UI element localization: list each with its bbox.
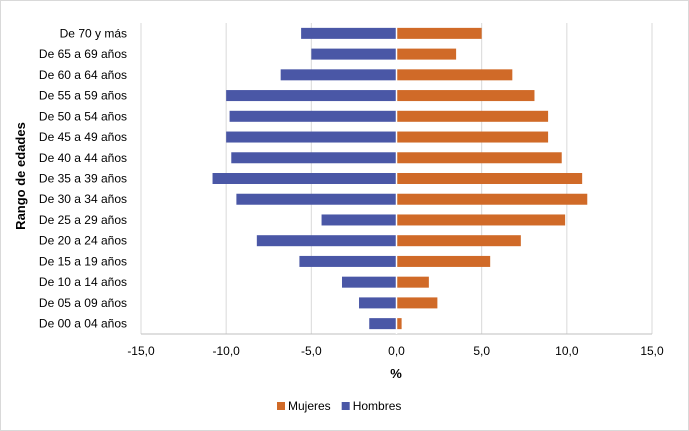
x-tick-label: -10,0 — [212, 344, 240, 358]
category-labels: De 70 y más De 65 a 69 años De 60 a 64 año… — [39, 26, 127, 330]
category-label: De 30 a 34 años — [39, 192, 127, 206]
x-axis-title: % — [390, 366, 402, 381]
x-tick-label: 5,0 — [473, 344, 490, 358]
bar-hombres — [212, 173, 397, 184]
bar-mujeres — [396, 193, 588, 205]
bar-mujeres — [396, 276, 429, 288]
category-label: De 50 a 54 años — [39, 109, 127, 123]
category-label: De 65 a 69 años — [39, 47, 127, 61]
bar-hombres — [226, 90, 397, 102]
bar-hombres — [229, 110, 397, 122]
category-label: De 35 a 39 años — [39, 172, 127, 186]
x-tick-label: -5,0 — [301, 344, 322, 358]
bar-mujeres — [396, 173, 583, 184]
bar-mujeres — [396, 110, 549, 122]
bars — [212, 23, 588, 334]
bar-mujeres — [396, 297, 438, 309]
legend-swatch-hombres — [341, 402, 350, 410]
bar-mujeres — [396, 152, 562, 164]
bar-mujeres — [396, 131, 549, 143]
bar-hombres — [369, 318, 397, 330]
bar-hombres — [226, 131, 397, 143]
bar-mujeres — [396, 69, 513, 81]
legend-label-hombres: Hombres — [353, 399, 402, 413]
bar-mujeres — [396, 27, 482, 39]
bar-hombres — [256, 235, 397, 247]
bar-hombres — [311, 48, 397, 60]
legend-label-mujeres: Mujeres — [288, 399, 331, 413]
bar-hombres — [236, 193, 397, 205]
y-axis-title: Rango de edades — [13, 122, 28, 230]
category-label: De 70 y más — [60, 26, 127, 40]
bar-hombres — [299, 255, 397, 267]
bar-mujeres — [396, 255, 491, 267]
bar-hombres — [321, 214, 397, 226]
category-label: De 10 a 14 años — [39, 275, 127, 289]
category-label: De 45 a 49 años — [39, 130, 127, 144]
bar-mujeres — [396, 318, 402, 330]
category-label: De 20 a 24 años — [39, 234, 127, 248]
x-tick-label: -15,0 — [127, 344, 155, 358]
x-tick-label: 15,0 — [640, 344, 664, 358]
x-tick-label: 0,0 — [388, 344, 405, 358]
category-label: De 15 a 19 años — [39, 254, 127, 268]
bar-mujeres — [396, 214, 566, 226]
category-label: De 00 a 04 años — [39, 317, 127, 331]
category-label: De 55 a 59 años — [39, 89, 127, 103]
bar-mujeres — [396, 235, 521, 247]
bar-mujeres — [396, 90, 535, 102]
bar-hombres — [280, 69, 397, 81]
x-tick-labels: -15,0 -10,0 -5,0 0,0 5,0 10,0 15,0 — [127, 344, 664, 358]
bar-hombres — [301, 27, 397, 39]
bar-mujeres — [396, 48, 457, 60]
bar-hombres — [341, 276, 397, 288]
bar-hombres — [359, 297, 397, 309]
x-tick-label: 10,0 — [555, 344, 579, 358]
category-label: De 05 a 09 años — [39, 296, 127, 310]
legend-swatch-mujeres — [277, 402, 285, 410]
bar-hombres — [231, 152, 397, 164]
category-label: De 25 a 29 años — [39, 213, 127, 227]
category-label: De 40 a 44 años — [39, 151, 127, 165]
category-label: De 60 a 64 años — [39, 68, 127, 82]
legend: Mujeres Hombres — [277, 399, 401, 413]
